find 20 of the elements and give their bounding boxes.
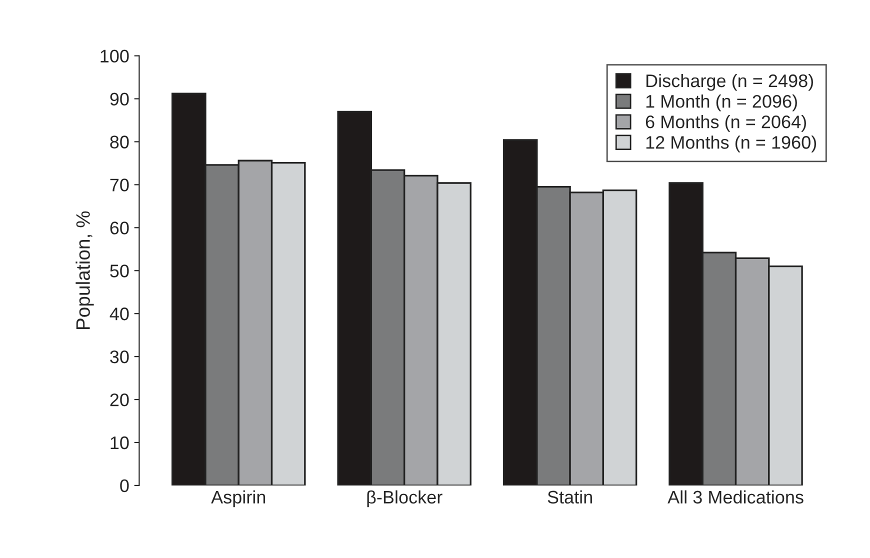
legend-label: 1 Month (n = 2096) [646, 94, 797, 112]
x-tick-label: Aspirin [211, 490, 266, 508]
y-tick-label: 0 [120, 479, 129, 492]
y-tick-label: 100 [100, 50, 129, 63]
legend-label: 12 Months (n = 1960) [646, 136, 816, 152]
legend-label: 6 Months (n = 2064) [646, 115, 806, 132]
y-tick-label: 60 [110, 222, 129, 234]
y-tick-label: 10 [110, 436, 129, 450]
y-tick-label: 20 [110, 393, 129, 406]
y-tick-label: 40 [110, 308, 129, 320]
legend-label: Discharge (n = 2498) [646, 74, 814, 91]
x-tick-label: All 3 Medications [668, 490, 804, 504]
x-tick-label: Statin [548, 490, 592, 504]
y-tick-label: 30 [110, 350, 129, 364]
x-tick-label: β-Blocker [367, 490, 442, 508]
y-axis-title: Population, % [76, 211, 94, 330]
y-tick-label: 90 [110, 92, 129, 106]
y-tick-label: 70 [110, 178, 129, 192]
y-tick-label: 80 [110, 136, 129, 148]
y-tick-label: 50 [110, 264, 129, 278]
